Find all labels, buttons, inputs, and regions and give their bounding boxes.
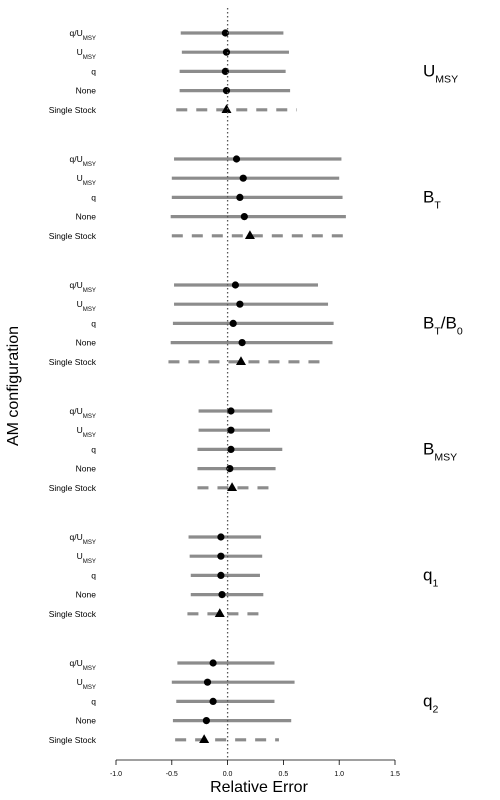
panel-title: q2 — [423, 691, 438, 715]
category-label: Single Stock — [49, 231, 97, 241]
category-label: UMSY — [77, 47, 96, 61]
estimate-triangle — [214, 608, 225, 617]
category-label: q/UMSY — [70, 154, 96, 168]
category-label: q — [91, 192, 96, 202]
category-label: q — [91, 318, 96, 328]
x-tick-label: -0.5 — [166, 771, 178, 778]
estimate-point — [238, 339, 246, 347]
estimate-point — [227, 445, 235, 453]
estimate-point — [227, 407, 235, 415]
panel-title: BMSY — [423, 439, 457, 463]
category-label: None — [76, 86, 97, 96]
category-label: q/UMSY — [70, 280, 96, 294]
estimate-point — [202, 717, 210, 725]
estimate-triangle — [235, 356, 246, 365]
category-label: q/UMSY — [70, 658, 96, 672]
category-label: Single Stock — [49, 483, 97, 493]
category-label: UMSY — [77, 551, 96, 565]
estimate-point — [222, 87, 231, 95]
category-label: UMSY — [77, 425, 96, 439]
category-label: q — [91, 66, 96, 76]
estimate-point — [209, 659, 217, 667]
estimate-triangle — [244, 230, 255, 239]
category-label: q/UMSY — [70, 406, 96, 420]
estimate-triangle — [227, 482, 238, 491]
estimate-point — [217, 533, 225, 541]
estimate-point — [217, 571, 225, 580]
category-label: None — [76, 338, 97, 348]
category-label: None — [76, 716, 97, 726]
category-label: UMSY — [77, 677, 96, 691]
x-axis-title: Relative Error — [210, 779, 308, 796]
panel: q/UMSY UMSY q None Single Stock q1 — [49, 532, 439, 619]
x-axis: -1.0 -0.5 0.0 0.5 1.0 1.5 — [110, 759, 400, 778]
x-tick-label: 0.0 — [223, 771, 233, 778]
category-label: UMSY — [77, 173, 96, 187]
panel: q/UMSY UMSY q None Single Stock BT/B0 — [49, 280, 463, 367]
category-label: Single Stock — [49, 735, 97, 745]
estimate-triangle — [221, 104, 232, 113]
estimate-point — [239, 174, 247, 182]
estimate-point — [236, 193, 244, 201]
estimate-point — [221, 29, 229, 37]
estimate-point — [203, 678, 212, 686]
estimate-point — [240, 213, 248, 221]
category-label: Single Stock — [49, 357, 97, 367]
x-tick-label: 1.5 — [390, 771, 400, 778]
panel-title: BT/B0 — [423, 313, 463, 337]
panel-title: UMSY — [423, 61, 458, 85]
category-label: Single Stock — [49, 609, 97, 619]
category-label: None — [76, 590, 97, 600]
estimate-point — [231, 281, 240, 289]
category-label: q/UMSY — [70, 28, 96, 42]
estimate-point — [232, 155, 241, 163]
estimate-point — [222, 48, 231, 56]
panel-title: BT — [423, 187, 441, 211]
panel: q/UMSY UMSY q None Single Stock q2 — [49, 658, 439, 745]
panels: q/UMSY UMSY q None Single Stock UMSY q/UMSY UMS… — [49, 28, 463, 745]
estimate-point — [229, 319, 237, 327]
panel: q/UMSY UMSY q None Single Stock UMSY — [49, 28, 458, 115]
category-label: q — [91, 444, 96, 454]
estimate-point — [209, 697, 217, 706]
category-label: UMSY — [77, 299, 96, 313]
category-label: None — [76, 212, 97, 222]
category-label: q/UMSY — [70, 532, 96, 546]
estimate-point — [226, 465, 234, 473]
estimate-point — [236, 300, 244, 308]
estimate-point — [218, 591, 226, 599]
estimate-point — [227, 426, 235, 434]
category-label: None — [76, 464, 97, 474]
y-axis-title: AM configuration — [5, 326, 22, 446]
category-label: q — [91, 570, 96, 580]
x-tick-label: -1.0 — [110, 771, 122, 778]
panel-title: q1 — [423, 565, 438, 589]
category-label: Single Stock — [49, 105, 97, 115]
x-tick-label: 0.5 — [279, 771, 289, 778]
panel: q/UMSY UMSY q None Single Stock BMSY — [49, 406, 457, 493]
x-tick-label: 1.0 — [334, 771, 344, 778]
estimate-triangle — [199, 734, 210, 743]
panel: q/UMSY UMSY q None Single Stock BT — [49, 154, 442, 241]
estimate-point — [217, 552, 225, 560]
category-label: q — [91, 696, 96, 706]
